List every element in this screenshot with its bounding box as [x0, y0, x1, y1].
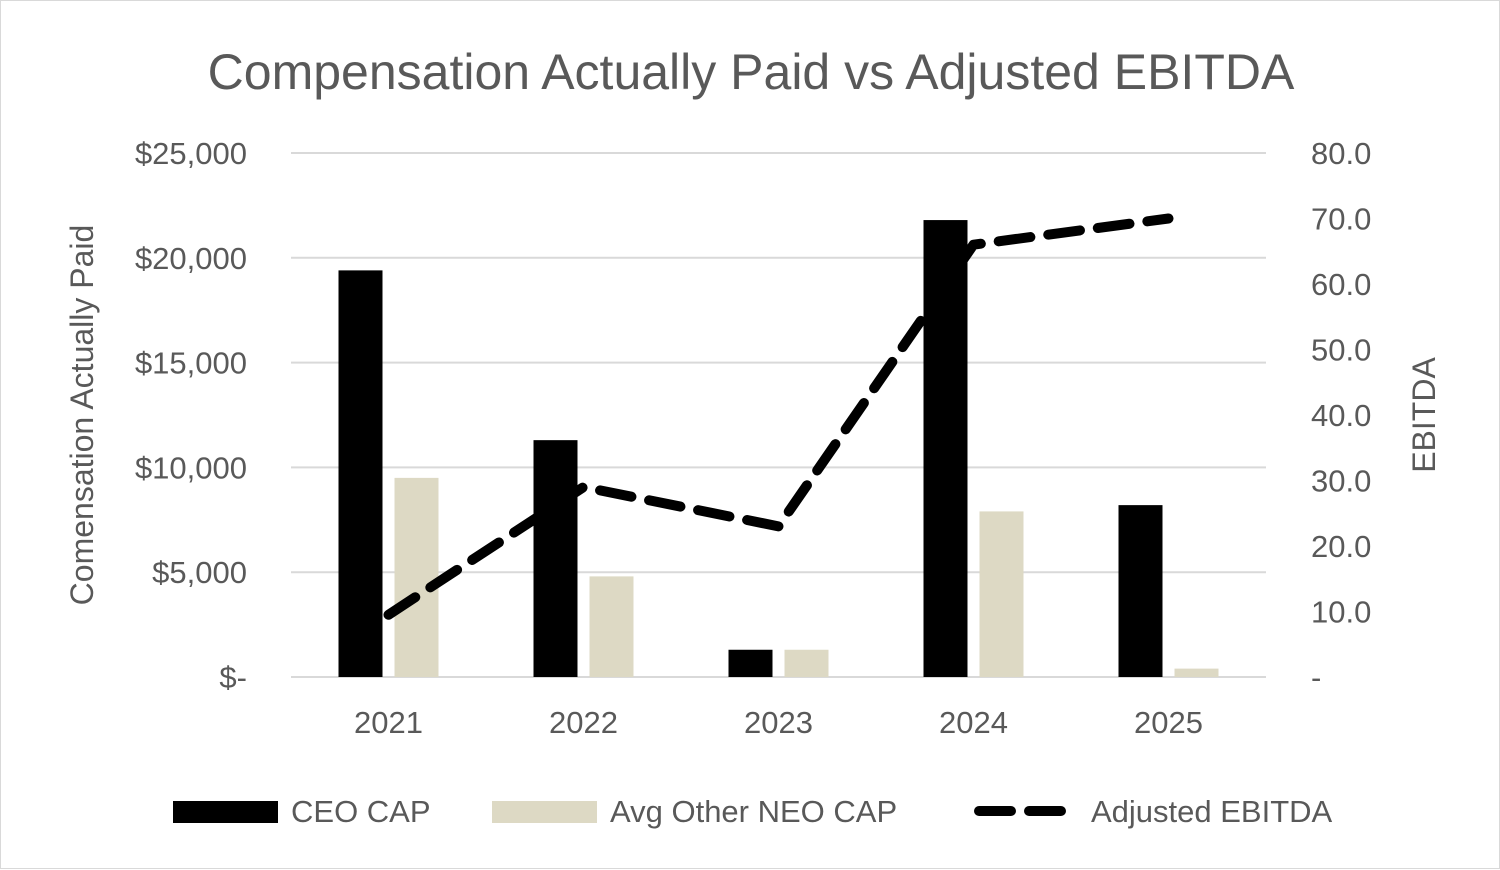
legend-swatch-1 [492, 801, 597, 823]
x-tick-label: 2021 [354, 705, 423, 740]
right-tick-label: - [1311, 660, 1321, 695]
bar-1-2024 [980, 511, 1024, 677]
right-tick-label: 20.0 [1311, 529, 1371, 564]
left-tick-label: $20,000 [135, 241, 247, 276]
right-tick-label: 70.0 [1311, 202, 1371, 237]
left-tick-label: $10,000 [135, 450, 247, 485]
x-axis-ticks: 2021 2022 2023 2024 2025 [354, 705, 1203, 740]
legend-label-0: CEO CAP [291, 794, 431, 829]
bar-0-2022 [534, 440, 578, 677]
legend: CEO CAP Avg Other NEO CAP Adjusted EBITDA [173, 794, 1333, 829]
x-tick-label: 2025 [1134, 705, 1203, 740]
bar-0-2023 [729, 650, 773, 677]
bar-0-2021 [339, 270, 383, 677]
right-axis-ticks: - 10.0 20.0 30.0 40.0 50.0 60.0 70.0 80.0 [1311, 136, 1371, 695]
right-tick-label: 10.0 [1311, 595, 1371, 630]
legend-label-1: Avg Other NEO CAP [610, 794, 897, 829]
bar-0-2025 [1119, 505, 1163, 677]
right-tick-label: 80.0 [1311, 136, 1371, 171]
bar-1-2025 [1175, 669, 1219, 677]
line-series [388, 218, 1168, 614]
legend-label-2: Adjusted EBITDA [1091, 794, 1333, 829]
x-tick-label: 2022 [549, 705, 618, 740]
x-tick-label: 2023 [744, 705, 813, 740]
x-tick-label: 2024 [939, 705, 1008, 740]
left-tick-label: $- [219, 660, 247, 695]
left-tick-label: $25,000 [135, 136, 247, 171]
bar-series [339, 220, 1219, 677]
left-axis-ticks: $- $5,000 $10,000 $15,000 $20,000 $25,000 [135, 136, 247, 695]
right-tick-label: 40.0 [1311, 398, 1371, 433]
bar-1-2023 [785, 650, 829, 677]
ebitda-line [389, 219, 1169, 615]
legend-swatch-0 [173, 801, 278, 823]
right-tick-label: 30.0 [1311, 464, 1371, 499]
bar-1-2021 [395, 478, 439, 677]
chart-title: Compensation Actually Paid vs Adjusted E… [208, 44, 1295, 100]
left-tick-label: $15,000 [135, 346, 247, 381]
left-axis-title: Comensation Actually Paid [64, 225, 100, 606]
left-tick-label: $5,000 [152, 555, 247, 590]
right-tick-label: 50.0 [1311, 333, 1371, 368]
right-tick-label: 60.0 [1311, 267, 1371, 302]
bar-1-2022 [590, 576, 634, 677]
right-axis-title: EBITDA [1406, 357, 1442, 473]
